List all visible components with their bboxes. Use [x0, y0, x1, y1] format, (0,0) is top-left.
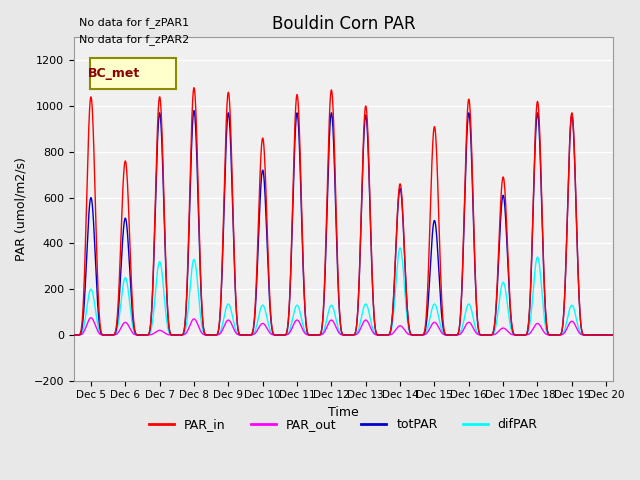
Text: No data for f_zPAR1: No data for f_zPAR1	[79, 17, 189, 28]
totPAR	[420, 330, 428, 336]
totPAR	[472, 299, 480, 305]
Legend: PAR_in, PAR_out, totPAR, difPAR: PAR_in, PAR_out, totPAR, difPAR	[144, 413, 543, 436]
PAR_in	[420, 328, 428, 334]
PAR_in	[513, 332, 521, 338]
Line: PAR_in: PAR_in	[74, 88, 613, 335]
PAR_in	[190, 85, 198, 91]
PAR_in	[394, 212, 401, 218]
difPAR	[394, 264, 401, 270]
PAR_in	[276, 332, 284, 338]
PAR_out	[513, 332, 521, 338]
difPAR	[420, 331, 428, 337]
totPAR	[513, 332, 521, 338]
PAR_out	[609, 332, 617, 338]
PAR_in	[168, 332, 175, 338]
difPAR	[609, 332, 617, 338]
PAR_out	[70, 332, 77, 338]
totPAR	[276, 332, 284, 338]
FancyBboxPatch shape	[90, 58, 176, 89]
totPAR	[609, 332, 617, 338]
difPAR	[396, 245, 404, 251]
Text: No data for f_zPAR2: No data for f_zPAR2	[79, 34, 189, 45]
difPAR	[168, 332, 175, 338]
Text: BC_met: BC_met	[88, 67, 140, 80]
PAR_out	[168, 332, 176, 338]
PAR_out	[472, 330, 480, 336]
PAR_out	[420, 332, 428, 337]
difPAR	[70, 332, 77, 338]
difPAR	[472, 327, 480, 333]
PAR_out	[394, 325, 401, 331]
Title: Bouldin Corn PAR: Bouldin Corn PAR	[271, 15, 415, 33]
totPAR	[70, 332, 77, 338]
totPAR	[168, 332, 175, 338]
Y-axis label: PAR (umol/m2/s): PAR (umol/m2/s)	[15, 157, 28, 261]
PAR_out	[276, 332, 284, 338]
difPAR	[513, 332, 521, 338]
Line: totPAR: totPAR	[74, 110, 613, 335]
totPAR	[190, 108, 198, 113]
PAR_in	[609, 332, 617, 338]
Line: PAR_out: PAR_out	[74, 318, 613, 335]
X-axis label: Time: Time	[328, 406, 359, 419]
Line: difPAR: difPAR	[74, 248, 613, 335]
difPAR	[276, 332, 284, 338]
PAR_in	[70, 332, 77, 338]
PAR_out	[87, 315, 95, 321]
PAR_in	[472, 297, 480, 302]
totPAR	[394, 216, 401, 221]
